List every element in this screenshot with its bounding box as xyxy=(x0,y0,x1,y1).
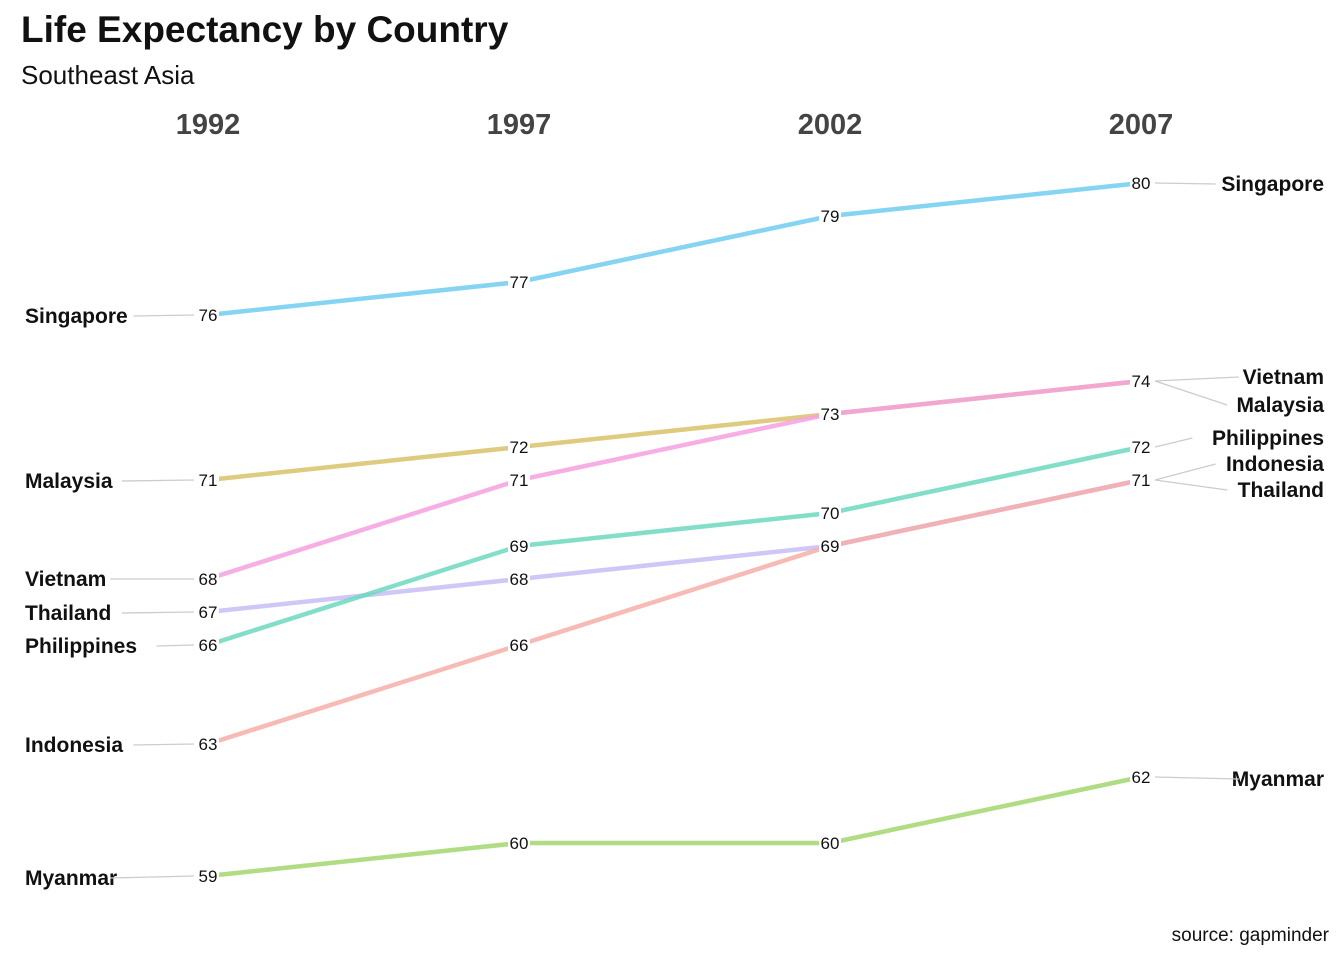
value-label-vietnam-1992: 68 xyxy=(199,570,218,589)
value-label-bg xyxy=(508,273,530,291)
right-label-malaysia: Malaysia xyxy=(1236,394,1324,417)
value-label-bg xyxy=(508,570,530,588)
left-label-malaysia: Malaysia xyxy=(25,470,113,493)
value-label-myanmar-1997: 60 xyxy=(510,834,529,853)
chart-subtitle: Southeast Asia xyxy=(21,60,195,90)
year-header-1997: 1997 xyxy=(487,109,552,141)
year-header-2007: 2007 xyxy=(1109,109,1174,141)
value-label-thailand-1992: 67 xyxy=(199,603,218,622)
series-line-singapore xyxy=(205,180,1144,318)
right-label-singapore: Singapore xyxy=(1221,173,1324,196)
right-label-indonesia: Indonesia xyxy=(1226,453,1324,476)
value-label-bg xyxy=(197,471,219,489)
value-label-bg xyxy=(819,207,841,225)
series-line-vietnam xyxy=(205,378,1144,582)
leader-line-right-thailand xyxy=(1154,479,1228,491)
right-label-philippines: Philippines xyxy=(1212,427,1324,450)
value-label-malaysia-1997: 72 xyxy=(510,438,529,457)
value-label-bg xyxy=(197,735,219,753)
chart-title: Life Expectancy by Country xyxy=(21,9,509,50)
value-label-bg xyxy=(197,570,219,588)
value-label-bg xyxy=(508,537,530,555)
value-label-thailand-1997: 68 xyxy=(510,570,529,589)
leader-line-left-thailand xyxy=(121,611,195,614)
value-label-bg xyxy=(197,603,219,621)
value-label-bg xyxy=(1130,372,1152,390)
right-label-thailand: Thailand xyxy=(1238,479,1324,502)
left-label-singapore: Singapore xyxy=(25,305,128,328)
left-label-indonesia: Indonesia xyxy=(25,734,123,757)
value-label-bg xyxy=(819,405,841,423)
value-label-malaysia-1992: 71 xyxy=(199,471,218,490)
value-label-bg xyxy=(197,636,219,654)
series-line-thailand xyxy=(205,477,1144,615)
right-label-myanmar: Myanmar xyxy=(1232,768,1324,791)
leader-line-right-singapore xyxy=(1154,182,1216,185)
leader-line-right-philippines xyxy=(1154,437,1193,448)
leader-line-left-malaysia xyxy=(121,479,195,482)
value-label-bg xyxy=(1130,471,1152,489)
year-header-2002: 2002 xyxy=(798,109,863,141)
leader-line-right-myanmar xyxy=(1154,776,1239,780)
value-label-singapore-2007: 80 xyxy=(1132,174,1151,193)
value-label-bg xyxy=(508,438,530,456)
value-label-bg xyxy=(508,834,530,852)
value-label-indonesia-1997: 66 xyxy=(510,636,529,655)
left-label-thailand: Thailand xyxy=(25,602,111,625)
left-label-myanmar: Myanmar xyxy=(25,867,117,890)
leader-line-right-malaysia xyxy=(1154,380,1228,406)
series-line-myanmar xyxy=(205,774,1144,879)
value-label-singapore-1997: 77 xyxy=(510,273,529,292)
value-label-philippines-1992: 66 xyxy=(199,636,218,655)
series-line-indonesia xyxy=(205,477,1144,747)
leader-line-left-singapore xyxy=(133,314,195,317)
value-label-malaysia-2007: 74 xyxy=(1132,372,1151,391)
year-header-1992: 1992 xyxy=(176,109,241,141)
left-label-philippines: Philippines xyxy=(25,635,137,658)
series-line-philippines xyxy=(205,444,1144,648)
value-label-bg xyxy=(819,504,841,522)
value-label-bg xyxy=(1130,438,1152,456)
chart-caption: source: gapminder xyxy=(1171,925,1329,946)
right-label-vietnam: Vietnam xyxy=(1243,366,1324,389)
value-label-bg xyxy=(1130,768,1152,786)
value-label-bg xyxy=(197,306,219,324)
value-label-bg xyxy=(508,636,530,654)
leader-line-left-philippines xyxy=(156,644,195,647)
value-label-singapore-2002: 79 xyxy=(821,207,840,226)
leader-line-left-indonesia xyxy=(133,743,195,746)
leader-line-right-vietnam xyxy=(1154,376,1239,382)
value-label-philippines-2002: 70 xyxy=(821,504,840,523)
value-label-bg xyxy=(508,471,530,489)
value-label-philippines-2007: 72 xyxy=(1132,438,1151,457)
left-label-vietnam: Vietnam xyxy=(25,568,106,591)
value-label-singapore-1992: 76 xyxy=(199,306,218,325)
value-label-myanmar-1992: 59 xyxy=(199,867,218,886)
value-label-myanmar-2007: 62 xyxy=(1132,768,1151,787)
value-label-bg xyxy=(197,867,219,885)
value-label-indonesia-1992: 63 xyxy=(199,735,218,754)
value-label-thailand-2002: 69 xyxy=(821,537,840,556)
value-label-philippines-1997: 69 xyxy=(510,537,529,556)
value-label-bg xyxy=(1130,174,1152,192)
value-label-myanmar-2002: 60 xyxy=(821,834,840,853)
leader-line-right-indonesia xyxy=(1154,463,1216,481)
value-label-bg xyxy=(819,537,841,555)
leader-line-left-myanmar xyxy=(110,875,195,879)
value-label-malaysia-2002: 73 xyxy=(821,405,840,424)
value-label-thailand-2007: 71 xyxy=(1132,471,1151,490)
value-label-bg xyxy=(819,834,841,852)
value-label-vietnam-1997: 71 xyxy=(510,471,529,490)
